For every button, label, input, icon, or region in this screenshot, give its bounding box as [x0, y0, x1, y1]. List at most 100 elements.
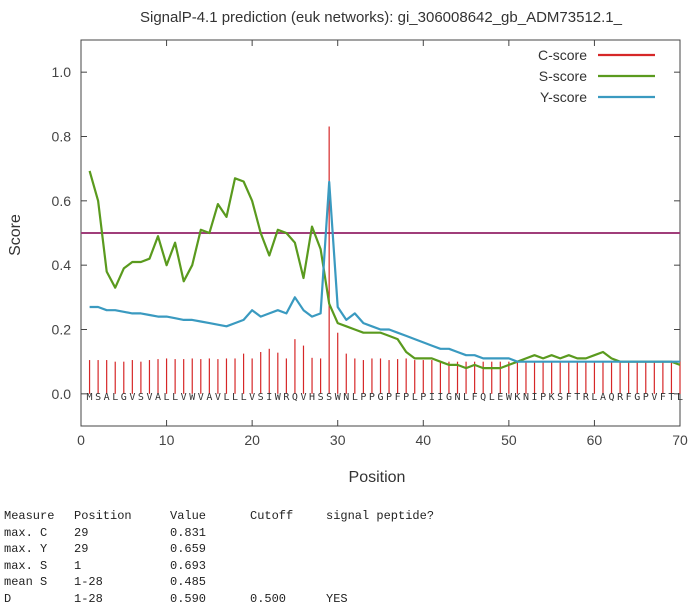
sequence-residue: A — [155, 392, 161, 403]
sequence-residue: Q — [292, 392, 298, 403]
y-tick-label: 0.2 — [52, 322, 72, 338]
sequence-residue: P — [540, 392, 546, 403]
summary-row: max. C 29 0.831 — [4, 525, 506, 542]
sequence-residue: V — [181, 392, 187, 403]
sequence-residue: F — [660, 392, 666, 403]
summary-cell — [250, 541, 326, 558]
sequence-residue: V — [129, 392, 135, 403]
sequence-residue: F — [626, 392, 632, 403]
legend-label-y-score: Y-score — [540, 89, 587, 105]
summary-cell: Cutoff — [250, 509, 294, 523]
sequence-residue: I — [429, 392, 435, 403]
sequence-residue: L — [412, 392, 418, 403]
legend-label-c-score: C-score — [538, 47, 587, 63]
summary-cell: 0.693 — [170, 558, 207, 573]
sequence-residue: V — [651, 392, 657, 403]
summary-cell — [326, 541, 506, 558]
summary-cell — [326, 574, 506, 591]
sequence-residue: L — [223, 392, 229, 403]
x-tick-label: 50 — [501, 432, 517, 448]
sequence-residue: L — [677, 392, 683, 403]
sequence-residue: S — [258, 392, 264, 403]
sequence-residue: S — [95, 392, 101, 403]
sequence-residue: G — [634, 392, 640, 403]
sequence-residue: Q — [480, 392, 486, 403]
sequence-residue: W — [275, 392, 282, 403]
summary-cell: 0.485 — [170, 575, 207, 589]
summary-cell: max. Y — [4, 542, 48, 556]
sequence-residue: V — [146, 392, 152, 403]
summary-cell: YES — [326, 591, 348, 606]
summary-row: max. S 1 0.693 — [4, 558, 506, 575]
summary-row: Measure Position Value Cutoff signal peptide… — [4, 508, 506, 525]
sequence-residue: W — [506, 392, 513, 403]
sequence-residue: A — [206, 392, 212, 403]
sequence-residue: N — [523, 392, 529, 403]
summary-cell — [326, 558, 506, 575]
sequence-residue: P — [386, 392, 392, 403]
sequence-residue: S — [138, 392, 144, 403]
sequence-residue: S — [326, 392, 332, 403]
sequence-residue: I — [437, 392, 443, 403]
sequence-residue: M — [87, 392, 93, 403]
summary-cell — [250, 525, 326, 542]
sequence-residue: E — [497, 392, 503, 403]
sequence-residue: L — [232, 392, 238, 403]
legend-label-s-score: S-score — [539, 68, 587, 84]
x-tick-label: 40 — [415, 432, 431, 448]
sequence-residue: F — [472, 392, 478, 403]
summary-row: max. Y 29 0.659 — [4, 541, 506, 558]
s-score-line — [88, 170, 681, 370]
summary-cell: max. C — [4, 525, 48, 540]
x-tick-label: 20 — [244, 432, 260, 448]
sequence-residue: P — [403, 392, 409, 403]
summary-cell: 0.831 — [170, 525, 207, 540]
summary-cell: 1-28 — [74, 575, 103, 589]
x-axis-label: Position — [349, 469, 406, 486]
y-tick-label: 0.4 — [52, 257, 72, 273]
summary-cell: Measure — [4, 509, 55, 523]
sequence-residue: L — [352, 392, 358, 403]
sequence-residue: S — [557, 392, 563, 403]
sequence-residue: G — [446, 392, 452, 403]
sequence-residue: F — [395, 392, 401, 403]
x-tick-label: 0 — [77, 432, 85, 448]
summary-table: Measure Position Value Cutoff signal peptide… — [4, 508, 506, 607]
y-tick-label: 0.6 — [52, 193, 72, 209]
sequence-residue: L — [164, 392, 170, 403]
sequence-residue: N — [454, 392, 460, 403]
sequence-residue: N — [343, 392, 349, 403]
sequence-residue: P — [369, 392, 375, 403]
sequence-residue: K — [549, 392, 555, 403]
sequence-residue: A — [600, 392, 606, 403]
sequence-residue: V — [300, 392, 306, 403]
sequence-residue: I — [266, 392, 272, 403]
summary-cell — [250, 558, 326, 575]
sequence-residue: V — [215, 392, 221, 403]
sequence-residue: K — [514, 392, 520, 403]
sequence-residue: V — [249, 392, 255, 403]
sequence-residue: A — [104, 392, 110, 403]
summary-cell: 1 — [74, 558, 82, 573]
signalp-chart: SignalP-4.1 prediction (euk networks): g… — [7, 9, 688, 486]
sequence-residue: W — [335, 392, 342, 403]
summary-cell: mean S — [4, 575, 48, 589]
summary-cell: Value — [170, 509, 207, 523]
summary-cell: max. S — [4, 558, 48, 573]
sequence-residue: R — [283, 392, 290, 403]
summary-row: mean S 1-28 0.485 — [4, 574, 506, 591]
y-tick-label: 1.0 — [52, 64, 72, 80]
summary-cell: 29 — [74, 542, 89, 556]
y-axis-label: Score — [7, 214, 24, 256]
sequence-residue: R — [617, 392, 624, 403]
summary-cell: 1-28 — [74, 591, 103, 606]
sequence-residue: L — [241, 392, 247, 403]
summary-cell: 0.659 — [170, 542, 207, 556]
summary-row: D 1-28 0.590 0.500 YES — [4, 591, 506, 608]
x-tick-label: 70 — [672, 432, 688, 448]
sequence-residue: P — [360, 392, 366, 403]
sequence-residue: G — [377, 392, 383, 403]
y-score-line — [89, 180, 680, 363]
chart-title: SignalP-4.1 prediction (euk networks): g… — [140, 9, 623, 26]
sequence-residue: L — [591, 392, 597, 403]
